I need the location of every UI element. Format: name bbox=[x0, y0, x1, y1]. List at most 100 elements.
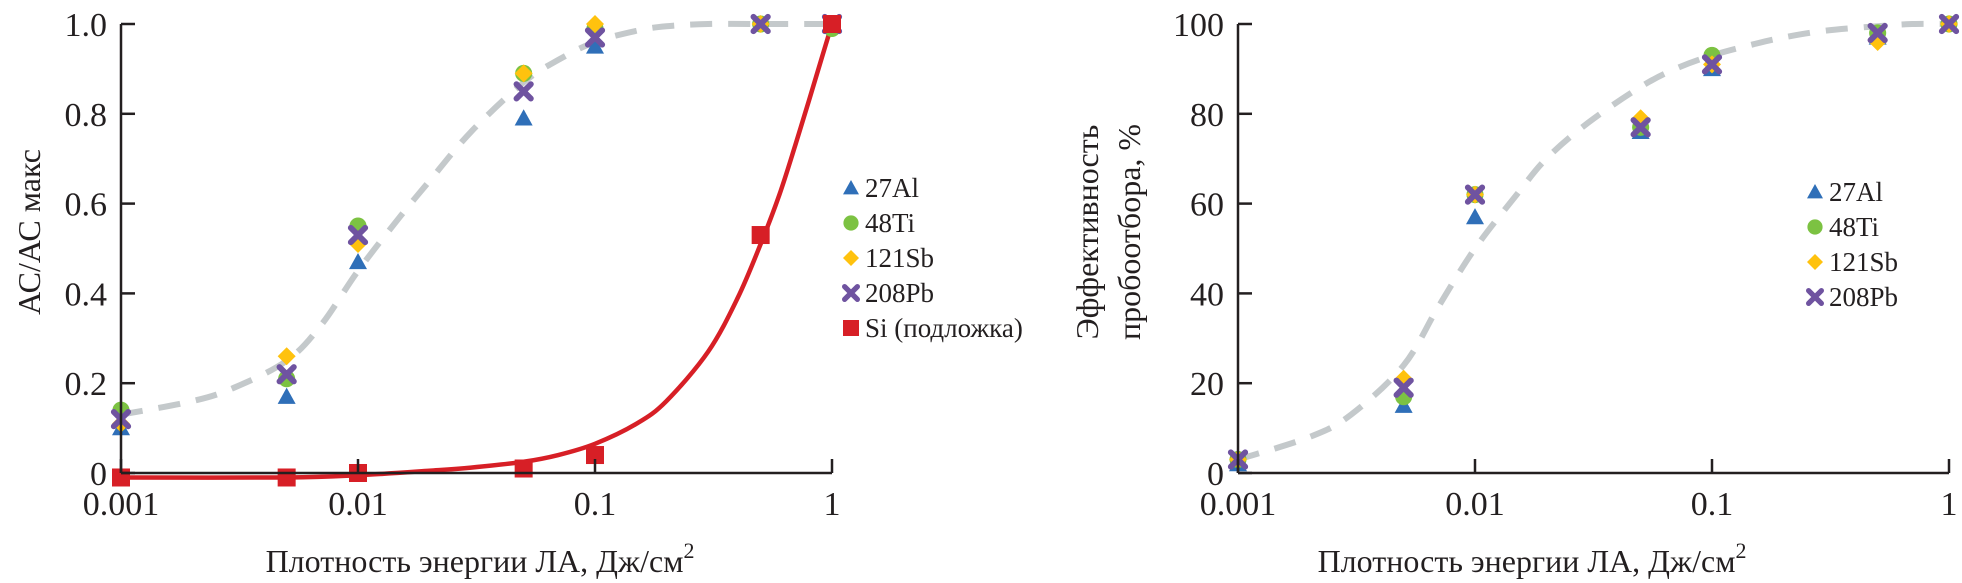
data-point bbox=[586, 15, 604, 33]
data-point bbox=[1938, 13, 1960, 35]
data-point bbox=[1701, 54, 1723, 75]
data-point bbox=[750, 13, 771, 35]
legend-label: 208Pb bbox=[865, 278, 934, 308]
left-x-tick-label: 0.01 bbox=[328, 486, 388, 523]
data-point bbox=[277, 347, 296, 366]
legend-marker-diamond-icon bbox=[1807, 254, 1823, 270]
left-y-axis-title: АС/АС макс bbox=[11, 149, 47, 315]
legend-marker-circle-icon bbox=[1807, 219, 1823, 235]
legend-label: 121Sb bbox=[1829, 247, 1898, 277]
legend-label: 48Ti bbox=[1829, 212, 1879, 242]
right-data-points bbox=[1227, 13, 1960, 472]
legend-marker-circle-icon bbox=[843, 215, 859, 231]
left-x-tick-label: 0.001 bbox=[83, 486, 160, 523]
right-y-tick-label: 100 bbox=[1173, 7, 1224, 44]
data-point bbox=[584, 27, 606, 48]
left-y-tick-label: 0.4 bbox=[65, 276, 108, 313]
legend-item: 48Ti bbox=[1807, 212, 1879, 242]
right-x-tick-label: 0.001 bbox=[1200, 486, 1277, 523]
left-y-tick-label: 0.8 bbox=[65, 97, 108, 134]
right-y-axis-title-line1: Эффективность bbox=[1069, 125, 1105, 340]
legend-item: 208Pb bbox=[1806, 282, 1898, 312]
data-point bbox=[586, 446, 604, 465]
right-axes: 0 20 40 60 80 100 0.001 0.01 0.1 1 bbox=[1173, 7, 1958, 523]
left-legend: 27Al 48Ti 121Sb 208Pb Si (подложка) bbox=[842, 173, 1023, 343]
data-point bbox=[349, 252, 367, 270]
left-sigmoid-fit-elements bbox=[120, 20, 832, 418]
data-point bbox=[1464, 184, 1486, 205]
left-y-tick-label: 0 bbox=[90, 456, 107, 493]
data-point bbox=[514, 459, 533, 478]
right-x-tick-label: 0.1 bbox=[1691, 486, 1734, 523]
left-y-tick-label: 0.2 bbox=[65, 366, 108, 403]
data-point bbox=[347, 224, 369, 246]
right-x-tick-label: 1 bbox=[1941, 486, 1958, 523]
left-series-si- bbox=[112, 15, 841, 487]
right-x-axis-title: Плотность энергии ЛА, Дж/см2 bbox=[1318, 538, 1747, 579]
left-x-tick-label: 1 bbox=[824, 486, 841, 523]
right-fit-curves bbox=[1237, 20, 1950, 463]
legend-marker-x-icon bbox=[842, 284, 860, 302]
right-y-tick-label: 80 bbox=[1190, 97, 1224, 134]
left-y-tick-label: 0.6 bbox=[65, 187, 108, 224]
data-point bbox=[823, 15, 841, 33]
legend-marker-triangle-icon bbox=[843, 180, 859, 195]
data-point bbox=[514, 64, 533, 83]
left-fit-curves bbox=[120, 20, 835, 480]
legend-label: 208Pb bbox=[1829, 282, 1898, 312]
left-data-points bbox=[110, 13, 843, 487]
left-x-tick-label: 0.1 bbox=[574, 486, 617, 523]
legend-marker-square-icon bbox=[843, 320, 859, 336]
legend-item: 27Al bbox=[843, 173, 919, 203]
left-series-48ti bbox=[112, 15, 841, 419]
data-point bbox=[1466, 208, 1484, 225]
left-x-axis-title-sup: 2 bbox=[683, 538, 694, 563]
right-y-tick-label: 40 bbox=[1190, 276, 1224, 313]
right-sigmoid-fit bbox=[1237, 20, 1950, 463]
legend-marker-triangle-icon bbox=[1807, 184, 1823, 199]
right-y-tick-label: 0 bbox=[1207, 456, 1224, 493]
left-x-axis-title-text: Плотность энергии ЛА, Дж/см bbox=[266, 543, 684, 579]
right-x-tick-label: 0.01 bbox=[1445, 486, 1505, 523]
left-x-axis-title: Плотность энергии ЛА, Дж/см2 bbox=[266, 538, 695, 579]
data-point bbox=[1867, 22, 1888, 44]
legend-marker-diamond-icon bbox=[843, 250, 859, 266]
left-series-208pb bbox=[110, 13, 843, 430]
left-axes: 0 0.2 0.4 0.6 0.8 1.0 0.001 0.01 0.1 1 bbox=[65, 7, 841, 523]
legend-item: 121Sb bbox=[1807, 247, 1898, 277]
right-series-27al bbox=[1229, 15, 1958, 472]
data-point bbox=[276, 364, 297, 385]
legend-label: 27Al bbox=[1829, 177, 1883, 207]
legend-label: 48Ti bbox=[865, 208, 915, 238]
legend-marker-x-icon bbox=[1806, 288, 1824, 306]
left-y-tick-label: 1.0 bbox=[65, 7, 108, 44]
right-y-tick-label: 20 bbox=[1190, 366, 1224, 403]
data-point bbox=[514, 109, 533, 126]
data-point bbox=[277, 468, 296, 487]
right-x-axis-title-text: Плотность энергии ЛА, Дж/см bbox=[1318, 543, 1736, 579]
data-point bbox=[586, 37, 604, 54]
legend-item: 121Sb bbox=[843, 243, 934, 273]
legend-item: 208Pb bbox=[842, 278, 934, 308]
legend-label: 27Al bbox=[865, 173, 919, 203]
data-point bbox=[1393, 377, 1414, 398]
legend-item: Si (подложка) bbox=[843, 313, 1023, 343]
legend-label: Si (подложка) bbox=[865, 313, 1023, 343]
data-point bbox=[277, 387, 296, 404]
data-point bbox=[1630, 117, 1651, 138]
left-exponential-fit-si bbox=[120, 23, 835, 480]
legend-label: 121Sb bbox=[865, 243, 934, 273]
right-y-axis-title-line2: пробоотбора, % bbox=[1111, 124, 1147, 340]
right-legend: 27Al 48Ti 121Sb 208Pb bbox=[1806, 177, 1898, 312]
data-point bbox=[513, 81, 534, 102]
left-series-27al bbox=[112, 15, 841, 436]
right-y-tick-label: 60 bbox=[1190, 187, 1224, 224]
left-series-121sb bbox=[112, 15, 841, 433]
left-chart: 0 0.2 0.4 0.6 0.8 1.0 0.001 0.01 0.1 1 АС/АС макс… bbox=[11, 7, 1023, 579]
right-x-axis-title-sup: 2 bbox=[1735, 538, 1746, 563]
legend-item: 48Ti bbox=[843, 208, 915, 238]
legend-item: 27Al bbox=[1807, 177, 1883, 207]
data-point bbox=[751, 226, 770, 245]
